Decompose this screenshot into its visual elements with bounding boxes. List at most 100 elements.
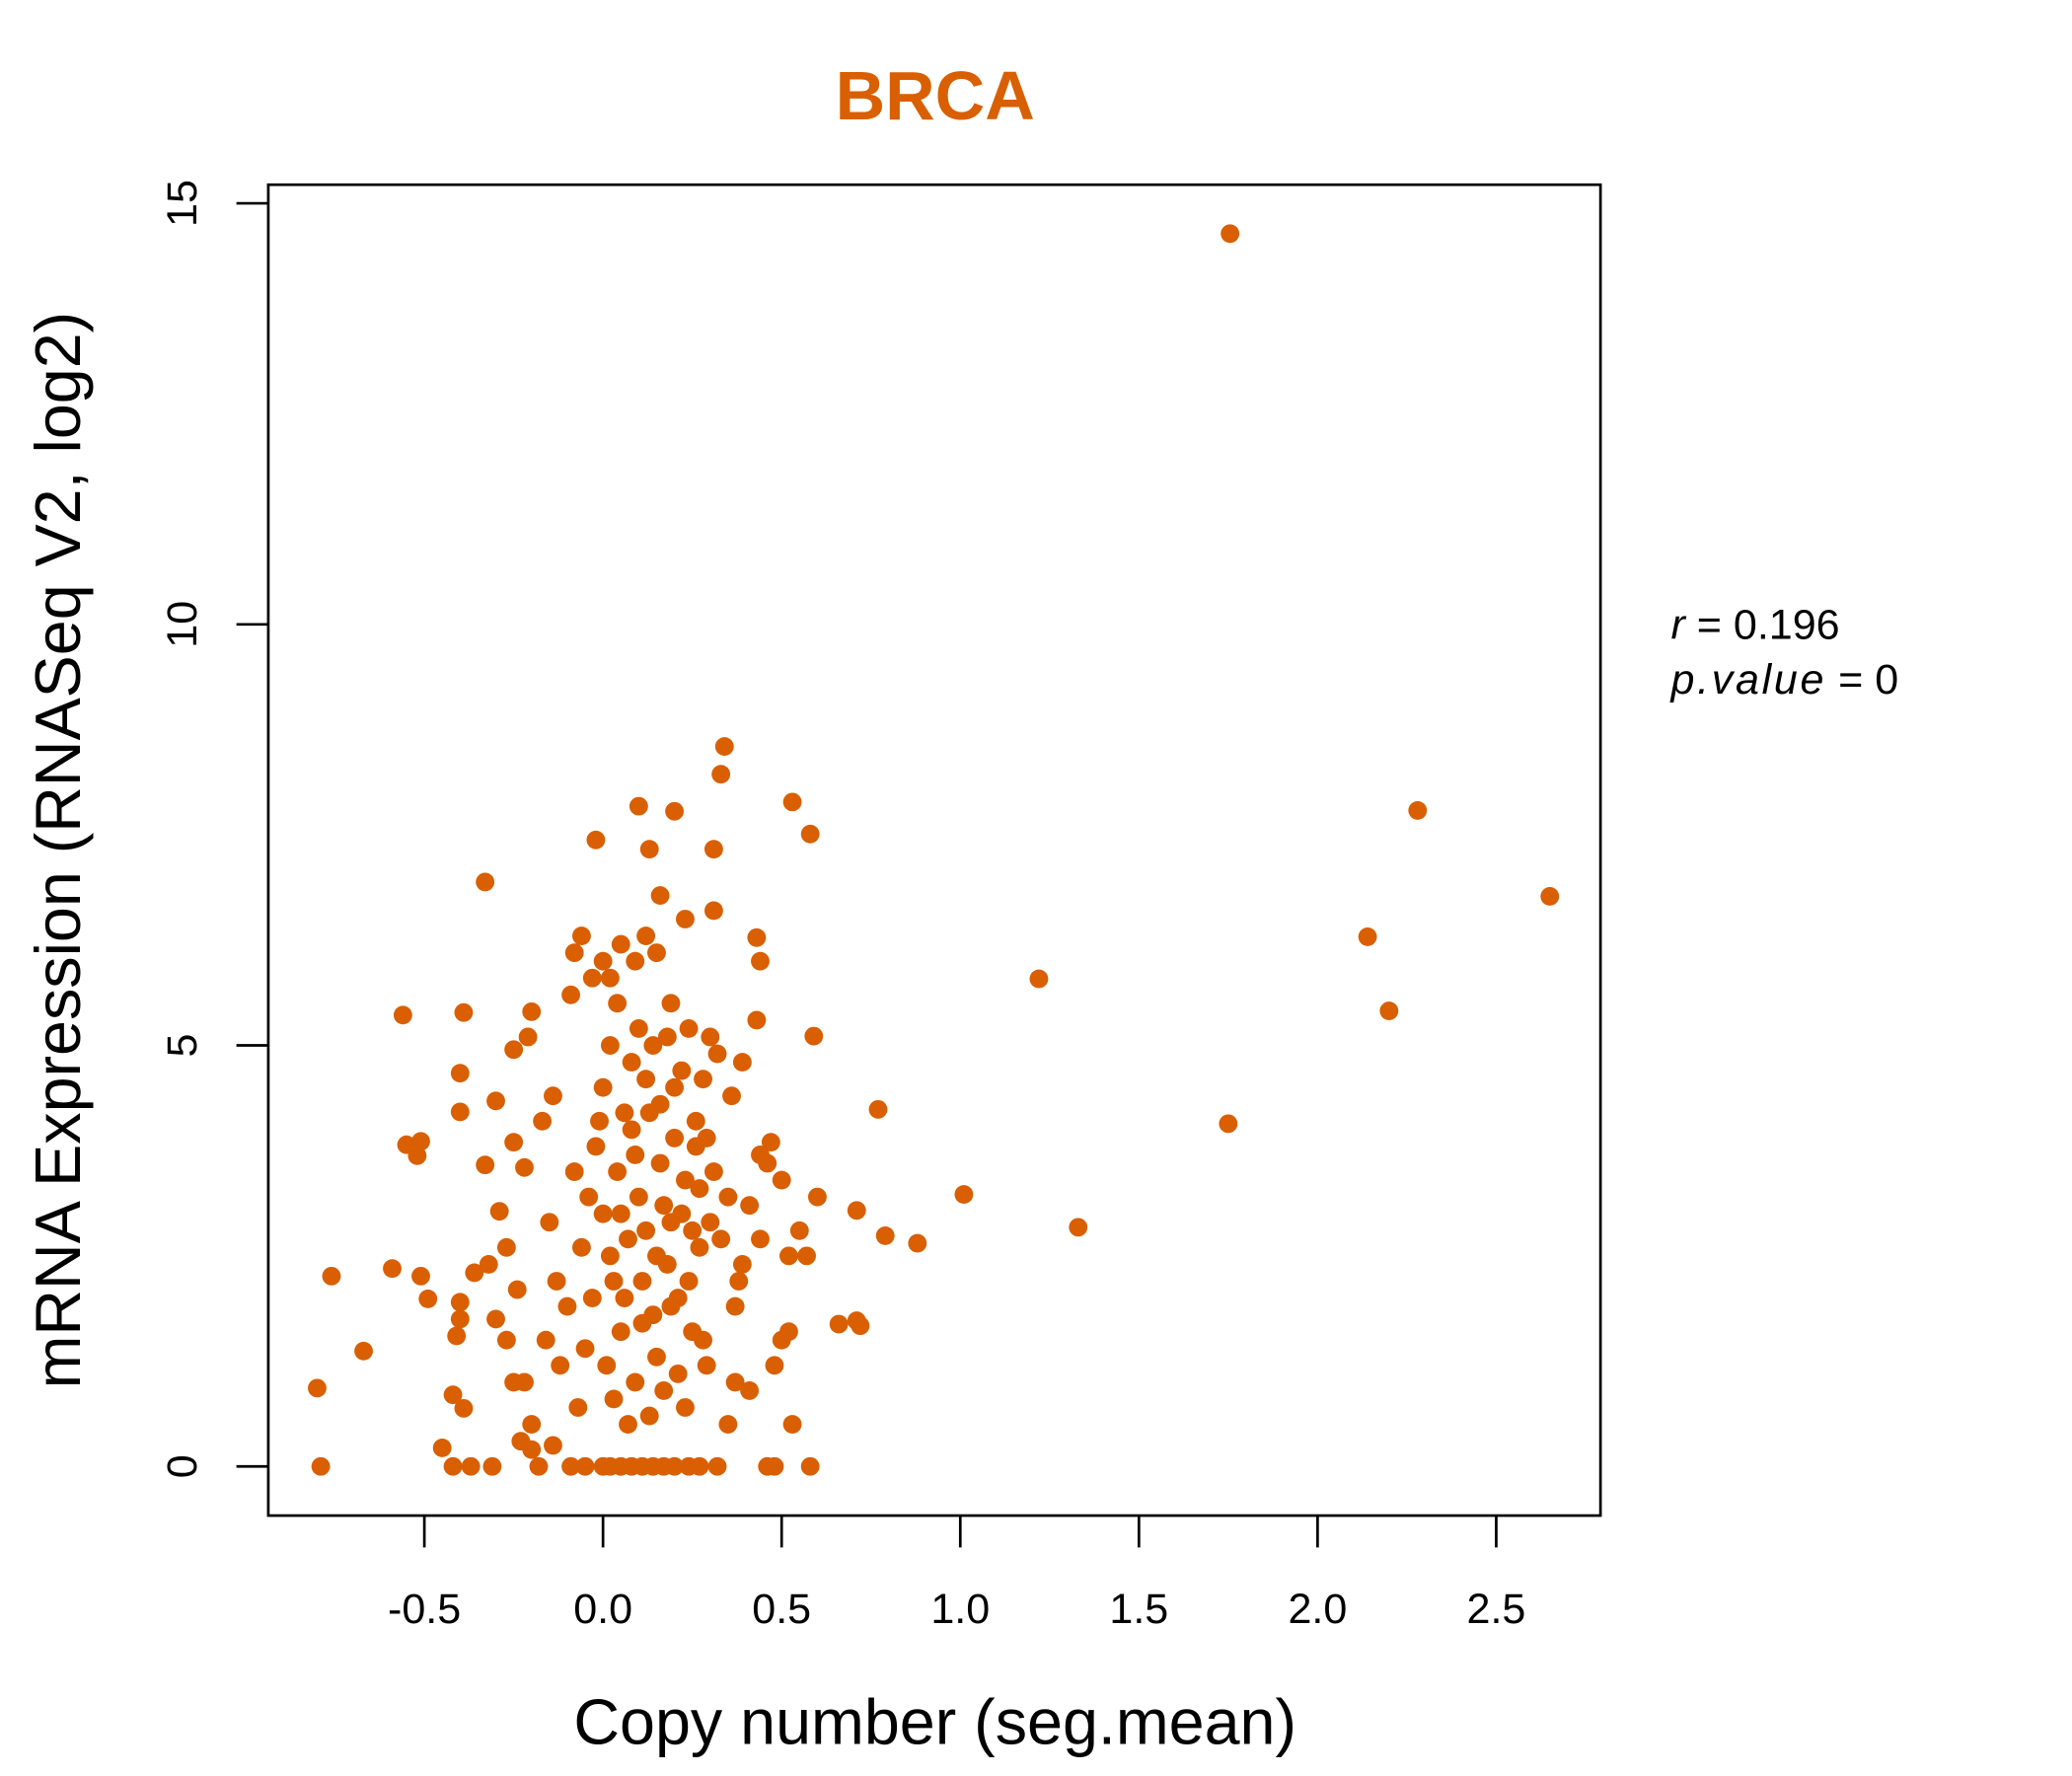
data-point [676, 1170, 695, 1190]
data-point [714, 737, 734, 756]
data-point [354, 1341, 373, 1361]
data-point [668, 1289, 688, 1307]
data-point [511, 1432, 531, 1451]
chart-title: BRCA [836, 57, 1035, 134]
data-point [311, 1456, 331, 1476]
data-point [450, 1293, 470, 1312]
data-point [654, 1196, 674, 1216]
data-point [908, 1233, 927, 1253]
data-point [765, 1356, 784, 1375]
data-point [504, 1040, 524, 1060]
data-point [561, 985, 580, 1004]
data-point [703, 840, 723, 859]
data-point [779, 1322, 798, 1342]
data-point [600, 968, 620, 988]
y-axis-label: mRNA Expression (RNASeq V2, log2) [23, 312, 94, 1389]
data-point [568, 1398, 588, 1417]
data-point [536, 1330, 555, 1350]
data-point [411, 1132, 430, 1151]
data-point [383, 1259, 402, 1279]
data-point [482, 1456, 502, 1476]
data-point [622, 1053, 641, 1073]
data-point [496, 1330, 516, 1350]
data-point [650, 886, 670, 906]
data-point [800, 824, 820, 844]
data-point [507, 1280, 527, 1299]
data-point [518, 1027, 538, 1047]
data-point [701, 1213, 720, 1232]
data-point [804, 1026, 824, 1046]
data-point [683, 1221, 703, 1240]
data-point [622, 1120, 641, 1140]
data-point [751, 1146, 770, 1164]
data-point [779, 1246, 798, 1266]
data-point [725, 1296, 745, 1316]
data-point [582, 968, 602, 988]
data-point [718, 1415, 738, 1435]
p-label: p.value [1668, 656, 1826, 703]
data-point [564, 1162, 584, 1181]
data-point [586, 830, 606, 850]
data-point [751, 951, 770, 971]
data-point [443, 1456, 463, 1476]
data-point [619, 1229, 637, 1249]
data-point [1069, 1218, 1088, 1237]
x-tick-label: 0.5 [752, 1586, 811, 1633]
data-point [450, 1309, 470, 1329]
y-tick-label: 0 [159, 1454, 206, 1478]
y-tick-label: 5 [159, 1034, 206, 1058]
data-point [657, 1027, 677, 1047]
data-point [572, 926, 591, 945]
data-point [718, 1187, 738, 1207]
data-point [561, 1456, 580, 1476]
data-point [604, 1389, 624, 1409]
data-point [322, 1266, 341, 1286]
data-point [751, 1229, 770, 1249]
data-point [586, 1137, 606, 1156]
data-point [593, 1077, 613, 1097]
data-point [393, 1005, 412, 1025]
data-point [868, 1099, 888, 1119]
data-point [707, 1044, 727, 1064]
data-point [479, 1254, 498, 1274]
data-point [636, 1221, 656, 1240]
data-point [686, 1111, 705, 1131]
data-point [650, 1153, 670, 1173]
data-point [711, 1229, 731, 1249]
data-point [725, 1372, 745, 1392]
data-point [476, 1155, 495, 1175]
data-point [690, 1237, 709, 1257]
correlation-annotation: r = 0.196 [1670, 602, 1839, 649]
data-point [629, 1019, 648, 1038]
data-point [954, 1185, 974, 1205]
data-point [668, 1364, 688, 1383]
data-point [1379, 1001, 1399, 1020]
data-point [551, 1356, 570, 1375]
y-tick-label: 10 [159, 601, 206, 648]
data-point [461, 1456, 481, 1476]
data-point [454, 1002, 474, 1022]
data-point [679, 1272, 699, 1291]
data-point [450, 1064, 470, 1083]
data-point [661, 994, 681, 1013]
x-tick-label: 1.0 [930, 1586, 990, 1633]
data-point [604, 1272, 624, 1291]
data-point [636, 926, 656, 945]
plot-frame [266, 183, 1602, 1517]
data-point [639, 1406, 659, 1426]
data-point [1408, 800, 1428, 820]
x-axis: -0.5 0.0 0.5 1.0 1.5 2.0 2.5 [388, 1516, 1525, 1633]
data-point [443, 1385, 463, 1405]
data-point [608, 994, 628, 1013]
data-point [579, 1187, 599, 1207]
data-point [575, 1456, 595, 1476]
data-point [711, 765, 731, 784]
data-point [661, 1213, 681, 1232]
data-point [875, 1225, 895, 1245]
data-point [676, 910, 695, 928]
x-tick-label: 1.5 [1109, 1586, 1168, 1633]
data-point [557, 1296, 577, 1316]
data-point [1029, 969, 1049, 989]
data-point [1540, 887, 1560, 906]
data-point [418, 1289, 438, 1308]
